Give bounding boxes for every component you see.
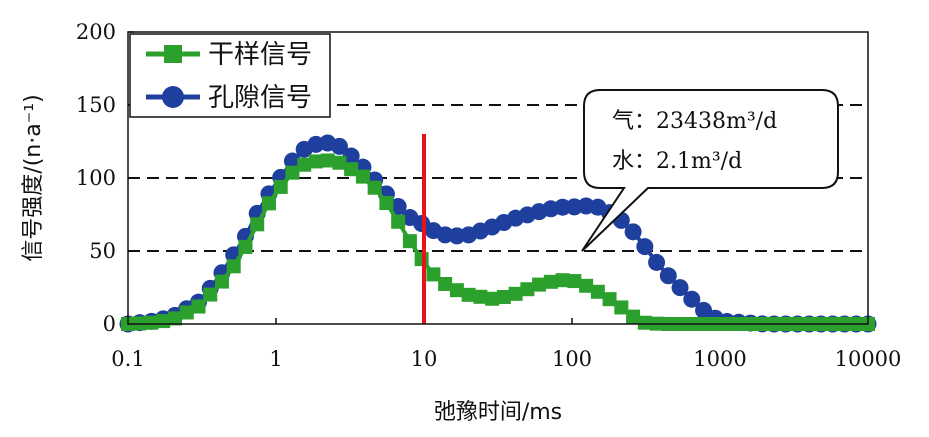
data-point-circle	[342, 147, 360, 165]
x-tick-label-1: 1	[269, 347, 282, 371]
y-tick-label-0: 0	[103, 312, 116, 336]
data-point-circle	[671, 279, 689, 297]
data-point-square	[344, 162, 359, 177]
data-point-square	[179, 305, 194, 320]
x-axis-ticks: 0.1 1 10 100 1000 10000	[111, 318, 901, 371]
y-axis-title: 信号强度/(n·a⁻¹)	[21, 94, 46, 261]
data-point-square	[485, 291, 500, 306]
data-point-square	[520, 282, 535, 297]
data-point-square	[461, 287, 476, 302]
data-point-square	[637, 315, 652, 330]
annotation-callout: 气：23438m³/d 水：2.1m³/d	[581, 89, 839, 252]
data-point-square	[626, 309, 641, 324]
data-point-square	[532, 277, 547, 292]
y-axis-ticks: 0 50 100 150 200	[76, 20, 134, 336]
data-point-square	[191, 299, 206, 314]
annotation-water: 水：2.1m³/d	[612, 149, 742, 174]
data-point-square	[261, 196, 276, 211]
data-point-square	[414, 252, 429, 267]
legend-label-dry-sample: 干样信号	[208, 40, 312, 70]
data-point-square	[285, 165, 300, 180]
data-point-circle	[659, 267, 677, 285]
data-point-square	[449, 283, 464, 298]
legend-label-pore: 孔隙信号	[208, 83, 312, 113]
x-tick-label-100: 100	[552, 347, 592, 371]
x-tick-label-10: 10	[411, 347, 438, 371]
x-axis-title: 弛豫时间/ms	[434, 400, 562, 425]
data-point-square	[332, 155, 347, 170]
data-point-square	[426, 267, 441, 282]
x-tick-label-10000: 10000	[835, 347, 902, 371]
data-point-square	[226, 259, 241, 274]
legend: 干样信号 孔隙信号	[129, 33, 331, 118]
data-point-square	[379, 196, 394, 211]
data-point-square	[391, 214, 406, 229]
data-point-circle	[389, 198, 407, 216]
data-point-circle	[330, 137, 348, 155]
data-point-square	[496, 289, 511, 304]
data-point-square	[590, 284, 605, 299]
data-point-square	[167, 311, 182, 326]
y-tick-label-100: 100	[76, 166, 116, 190]
data-point-circle	[624, 223, 642, 241]
data-point-circle	[636, 238, 654, 256]
data-point-square	[579, 278, 594, 293]
data-point-square	[602, 292, 617, 307]
data-point-square	[308, 154, 323, 169]
data-point-square	[214, 274, 229, 289]
data-point-square	[144, 315, 159, 330]
data-point-square	[473, 289, 488, 304]
x-tick-label-1000: 1000	[693, 347, 746, 371]
data-point-square	[355, 169, 370, 184]
data-point-square	[297, 157, 312, 172]
data-point-square	[203, 287, 218, 302]
callout-bubble	[581, 89, 839, 252]
annotation-gas: 气：23438m³/d	[612, 109, 777, 134]
data-point-square	[567, 274, 582, 289]
data-point-square	[320, 153, 335, 168]
y-tick-label-200: 200	[76, 20, 116, 44]
data-point-square	[238, 239, 253, 254]
legend-marker-square	[164, 45, 182, 63]
data-point-square	[508, 286, 523, 301]
legend-marker-circle	[162, 86, 184, 108]
data-point-circle	[648, 253, 666, 271]
x-tick-label-0.1: 0.1	[111, 347, 144, 371]
series-layer	[119, 134, 877, 333]
data-point-square	[273, 179, 288, 194]
data-point-square	[367, 180, 382, 195]
plot-frame	[127, 31, 869, 325]
legend-box	[129, 33, 331, 118]
data-point-square	[555, 273, 570, 288]
data-point-square	[543, 274, 558, 289]
data-point-square	[250, 217, 265, 232]
data-point-square	[438, 276, 453, 291]
data-point-circle	[683, 290, 701, 308]
y-tick-label-150: 150	[76, 93, 116, 117]
data-point-square	[402, 234, 417, 249]
data-point-square	[614, 300, 629, 315]
y-tick-label-50: 50	[89, 239, 116, 263]
data-point-circle	[283, 152, 301, 170]
